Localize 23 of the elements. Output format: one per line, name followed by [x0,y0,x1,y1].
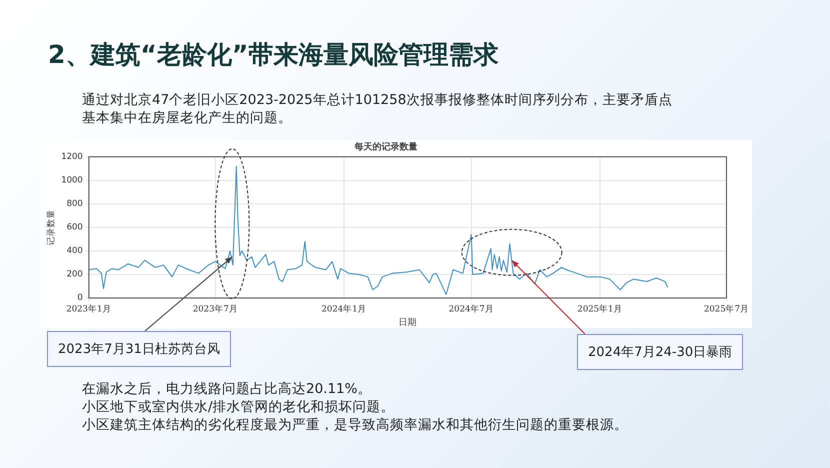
text: 小区地下或室内供水/排水管网的老化和损坏问题。 [82,398,395,416]
annotation: 2024年7月24-30日暴雨 [577,334,744,370]
text: 小区建筑主体结构的劣化程度最为严重，是导致高频率漏水和其他衍生问题的重要根源。 [82,416,628,434]
text: 2、建筑“老龄化”带来海量风险管理需求 [48,39,498,71]
y-tick-label: 800 [66,199,83,210]
y-tick-label: 200 [66,270,83,280]
y-tick-label: 1000 [61,176,83,186]
y-axis-title: 记录数量 [45,209,56,246]
text: 在漏水之后，电力线路问题占比高达20.11%。 [82,380,372,398]
x-tick-label: 2024年7月 [448,303,494,314]
x-tick-label: 2024年1月 [322,303,367,314]
x-tick-label: 2025年7月 [704,303,750,314]
y-tick-label: 0 [77,293,83,304]
x-axis-title: 日期 [398,316,417,328]
x-tick-label: 2025年1月 [577,303,622,314]
chart-title: 每天的记录数量 [354,142,418,153]
annotation: 2023年7月31日杜苏芮台风 [47,331,231,367]
y-tick-label: 1200 [61,152,83,162]
x-tick-label: 2023年1月 [66,303,112,314]
y-tick-label: 400 [66,246,83,256]
text: 通过对北京47个老旧小区2023-2025年总计101258次报事报修整体时间序列分布，主要矛盾点基本集中在房屋老化产生的问题。 [82,91,674,127]
y-tick-label: 600 [66,222,83,233]
x-tick-label: 2023年7月 [192,303,238,314]
